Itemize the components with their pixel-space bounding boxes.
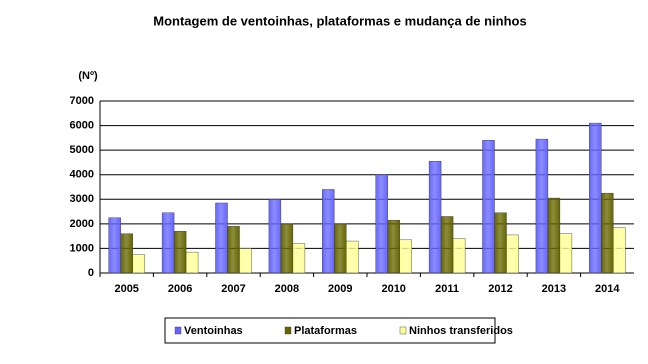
y-axis-label: (Nº) [78,70,98,82]
y-tick-label: 2000 [70,218,94,230]
bar [132,254,145,274]
x-tick-label: 2011 [435,283,459,295]
x-tick-label: 2005 [114,283,138,295]
bar [387,219,400,274]
bar [547,197,561,274]
bar [589,122,602,274]
bar [185,251,199,274]
y-tick-label: 6000 [70,119,94,131]
y-tick-label: 0 [88,267,94,279]
bar [506,234,519,274]
legend-swatch [284,326,292,335]
bar [227,226,240,274]
legend-swatch [174,326,182,335]
legend-box [164,317,496,344]
bar [375,174,388,274]
bar [268,199,282,274]
bar [613,227,626,274]
bar [559,233,573,274]
bar [322,189,335,274]
x-tick-label: 2006 [168,283,192,295]
bar [108,217,121,274]
y-tick-label: 7000 [70,95,94,107]
y-tick-label: 3000 [70,193,94,205]
bar [399,239,412,274]
x-tick-label: 2008 [275,283,299,295]
legend-swatch [399,326,407,335]
x-tick-label: 2009 [328,283,352,295]
y-tick-label: 5000 [70,144,94,156]
chart-title: Montagem de ventoinhas, plataformas e mu… [153,13,526,28]
bar [482,140,495,274]
bar [161,212,175,274]
x-tick-label: 2007 [221,283,245,295]
bar [428,160,442,274]
x-tick-label: 2010 [381,283,405,295]
bar [346,240,359,274]
x-tick-label: 2013 [542,283,566,295]
bar [239,248,252,274]
legend-label: Ventoinhas [184,325,243,337]
bar [601,192,614,274]
bar [120,233,133,274]
bar [173,231,187,274]
legend-label: Plataformas [294,325,357,337]
bar [334,223,347,274]
bar [440,216,454,274]
bar [452,238,466,274]
y-tick-label: 4000 [70,169,94,181]
legend-label: Ninhos transferidos [409,325,513,337]
bar [215,202,228,274]
y-tick-label: 1000 [70,242,94,254]
bar [292,243,306,274]
bar [535,138,549,274]
x-tick-label: 2014 [595,283,620,295]
bar [494,212,507,274]
bar [280,223,294,274]
x-tick-label: 2012 [488,283,512,295]
